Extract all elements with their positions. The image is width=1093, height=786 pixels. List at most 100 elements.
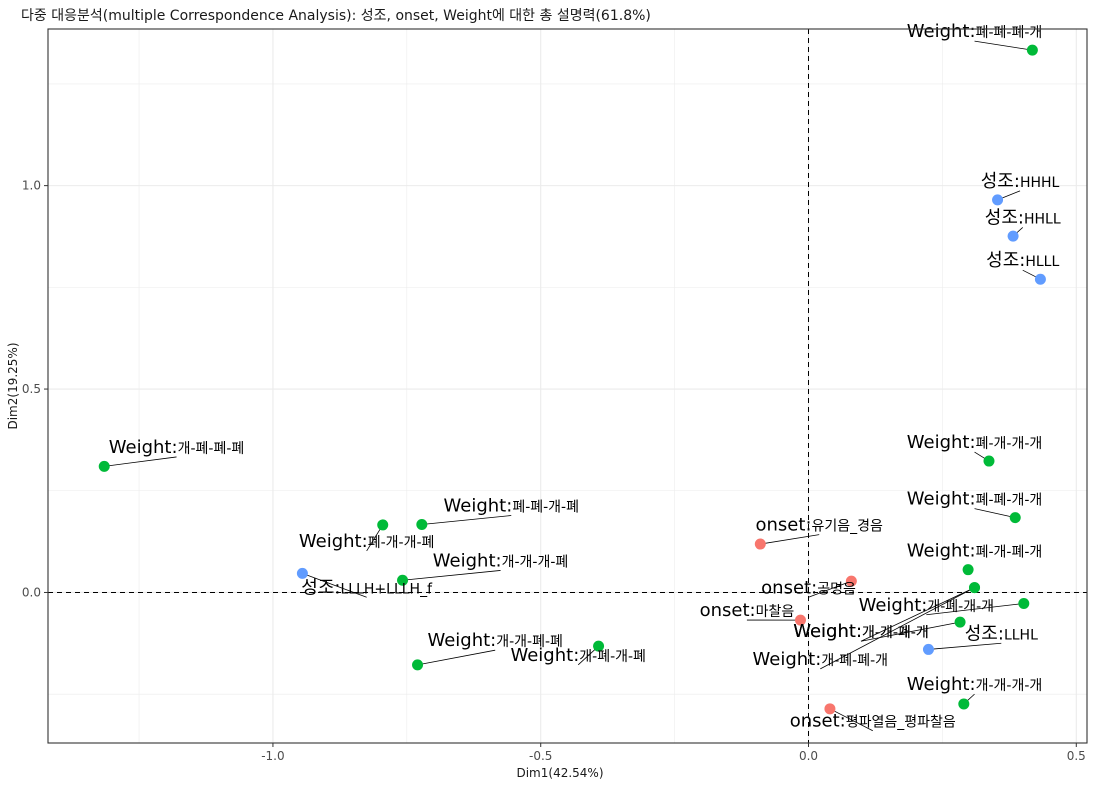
data-point xyxy=(954,616,966,628)
point-label-level: HLLL xyxy=(1025,254,1059,270)
point-label-separator: : xyxy=(506,496,512,517)
chart-title: 다중 대응분석(multiple Correspondence Analysis… xyxy=(21,8,651,24)
point-label: Weight:개-개-개-폐 xyxy=(433,550,568,571)
point-label-separator: : xyxy=(750,600,756,621)
point-label: Weight:개-폐-폐-개 xyxy=(753,649,888,670)
point-label-separator: : xyxy=(1014,171,1020,192)
point-label: Weight:개-개-개-개 xyxy=(907,674,1042,695)
x-tick-label: 0.0 xyxy=(799,749,818,763)
label-leader-line xyxy=(974,508,1016,519)
point-label-separator: : xyxy=(970,21,976,42)
point-label-group: 성조 xyxy=(981,171,1014,192)
point-label: Weight:개-폐-개-개 xyxy=(859,595,994,616)
label-leader-line xyxy=(860,587,975,642)
point-label-level: 개-폐-폐-폐 xyxy=(178,441,245,457)
point-label-separator: : xyxy=(970,674,976,695)
point-label-group: Weight xyxy=(907,21,970,42)
point-label-separator: : xyxy=(856,621,862,642)
point-label-level: 개-폐-개-개 xyxy=(927,599,994,615)
point-label-level: 평파열음_평파찰음 xyxy=(846,715,956,731)
point-label-group: onset xyxy=(756,515,806,536)
point-label-group: Weight xyxy=(907,541,970,562)
data-point xyxy=(794,614,806,626)
point-label-group: Weight xyxy=(907,432,970,453)
label-leader-line xyxy=(417,649,496,666)
point-label-group: onset xyxy=(700,600,750,621)
label-leader-line xyxy=(402,570,501,581)
point-label-level: LLHL xyxy=(1004,627,1038,643)
x-tick-label: -0.5 xyxy=(529,749,552,763)
point-label-group: Weight xyxy=(444,496,507,517)
data-point xyxy=(845,575,857,587)
label-leader-line xyxy=(860,621,961,642)
point-label-group: 성조 xyxy=(986,250,1019,271)
point-label-separator: : xyxy=(496,550,502,571)
point-label-level: 개-개-폐-개 xyxy=(862,625,929,641)
data-point xyxy=(377,519,389,531)
label-leader-line xyxy=(421,515,512,525)
y-tick-label: 1.0 xyxy=(22,179,41,193)
y-tick-label: 0.5 xyxy=(22,382,41,396)
point-label: onset:유기음_경음 xyxy=(756,515,884,536)
label-leader-line xyxy=(302,572,367,598)
point-label-level: 유기음_경음 xyxy=(812,519,884,535)
point-label-level: 개-폐-폐-개 xyxy=(821,653,888,669)
point-label-separator: : xyxy=(998,623,1004,644)
label-leader-line xyxy=(928,642,1002,650)
point-label-group: Weight xyxy=(793,621,856,642)
point-label: 성조:HLLL xyxy=(986,250,1059,271)
point-label: Weight:폐-개-개-개 xyxy=(907,432,1042,453)
data-point xyxy=(1026,44,1038,56)
point-label-group: onset xyxy=(761,577,811,598)
point-label-separator: : xyxy=(805,515,811,536)
point-label-separator: : xyxy=(970,541,976,562)
point-label-level: 폐-폐-개-폐 xyxy=(512,500,579,516)
point-label: Weight:개-폐-개-폐 xyxy=(510,645,645,666)
data-point xyxy=(922,643,934,655)
label-leader-line xyxy=(974,40,1033,51)
point-label-level: 폐-폐-폐-개 xyxy=(976,25,1043,41)
data-point xyxy=(754,538,766,550)
point-label-level: 공명음 xyxy=(817,581,856,597)
point-label-group: 성조 xyxy=(301,577,334,598)
data-point xyxy=(962,564,974,576)
point-label-separator: : xyxy=(856,621,862,642)
point-label-group: onset xyxy=(790,711,840,732)
point-label-separator: : xyxy=(172,437,178,458)
point-label-separator: : xyxy=(490,630,496,651)
point-label-level: 개-개-개-개 xyxy=(976,678,1043,694)
point-label-group: Weight xyxy=(109,437,172,458)
point-label: Weight:폐-폐-개-개 xyxy=(907,489,1042,510)
label-leader-line xyxy=(820,587,975,670)
point-label-level: 폐-개-개-폐 xyxy=(368,535,435,551)
point-label-separator: : xyxy=(921,595,927,616)
point-label-separator: : xyxy=(334,577,340,598)
point-label: onset:평파열음_평파찰음 xyxy=(790,711,956,732)
point-label-group: 성조 xyxy=(985,207,1018,228)
point-label-level: 폐-폐-개-개 xyxy=(976,493,1043,509)
data-point xyxy=(1034,273,1046,285)
data-point xyxy=(397,574,409,586)
point-label-separator: : xyxy=(811,577,817,598)
label-leader-line xyxy=(829,708,873,732)
point-label-level: 개-개-폐-폐 xyxy=(496,634,563,650)
point-label: 성조:HHLL xyxy=(985,207,1061,228)
reference-lines xyxy=(48,29,1087,743)
point-label-group: 성조 xyxy=(965,623,998,644)
point-label: Weight:개-개-폐-폐 xyxy=(427,630,562,651)
point-label: Weight:개-개-개-개 xyxy=(793,621,928,642)
x-tick-label: -1.0 xyxy=(261,749,284,763)
point-label-group: Weight xyxy=(793,621,856,642)
point-label-separator: : xyxy=(970,489,976,510)
point-label-level: HHLL xyxy=(1024,211,1061,227)
data-point xyxy=(983,455,995,467)
point-label-group: Weight xyxy=(299,531,362,552)
x-tick-label: 0.5 xyxy=(1067,749,1086,763)
data-point xyxy=(98,460,110,472)
point-label-separator: : xyxy=(573,645,579,666)
point-label-group: Weight xyxy=(907,674,970,695)
point-label-group: Weight xyxy=(907,489,970,510)
point-label: 성조:LLHL xyxy=(965,623,1038,644)
